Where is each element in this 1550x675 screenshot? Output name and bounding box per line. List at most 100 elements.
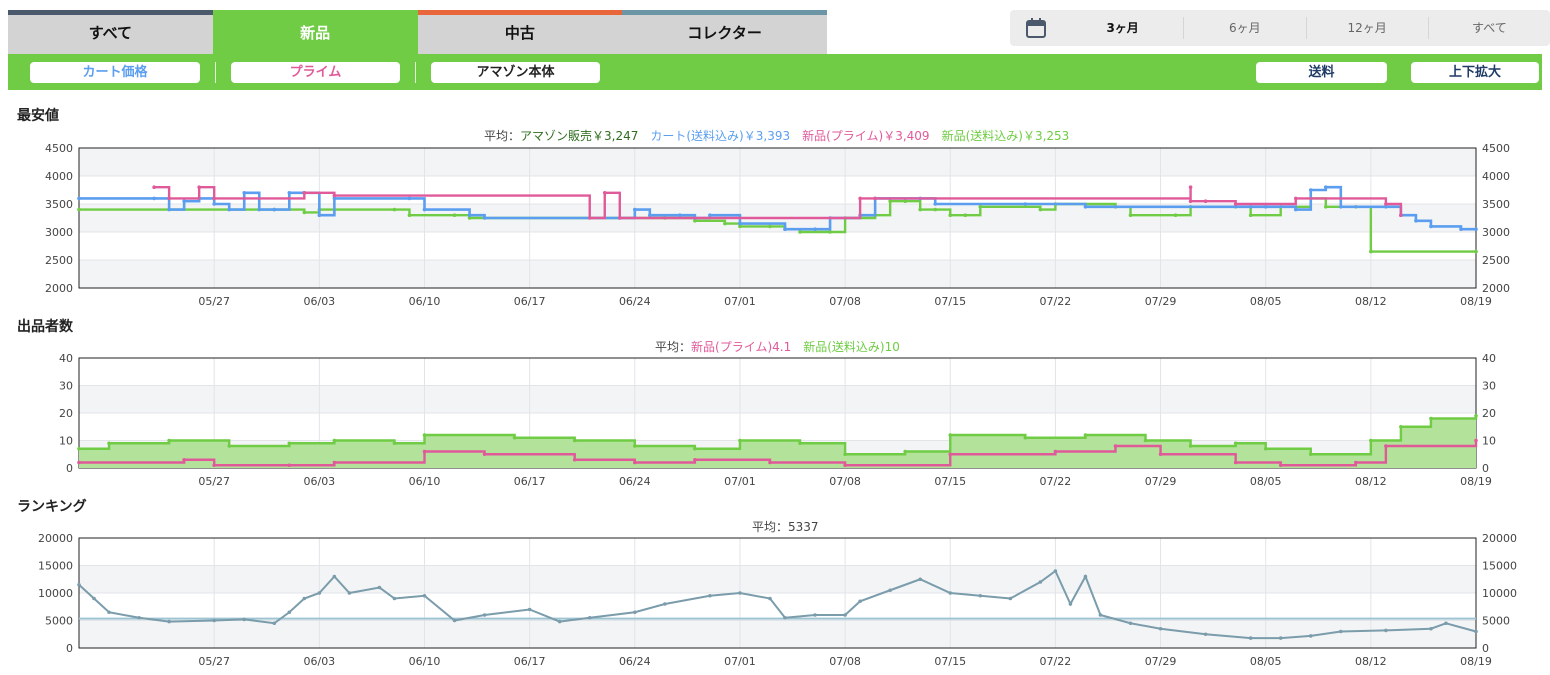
offers-section-title: 出品者数	[17, 319, 73, 335]
data-point-rank	[1083, 574, 1088, 579]
data-point-prime	[1384, 202, 1388, 206]
data-point-rank	[302, 596, 307, 601]
data-point-rank	[948, 591, 953, 595]
y-tick-label: 4000	[45, 170, 73, 183]
data-point-rank	[167, 619, 171, 624]
shipping-button[interactable]: 送料	[1256, 62, 1387, 83]
range-all[interactable]: すべて	[1427, 17, 1550, 39]
x-tick-label: 07/01	[724, 475, 756, 488]
tab-label: すべて	[88, 23, 133, 42]
tab-new[interactable]: 新品	[212, 10, 418, 54]
plot-frame	[78, 147, 1477, 289]
data-point-rank	[332, 574, 337, 579]
range-12-months[interactable]: 12ヶ月	[1305, 17, 1428, 39]
y-tick-label-right: 20000	[1482, 532, 1517, 545]
data-point-prime	[302, 191, 307, 195]
y-tick-label-right: 3000	[1482, 226, 1510, 239]
data-point-rank	[1158, 626, 1163, 631]
avg-new: 新品(送料込み)10	[803, 340, 900, 354]
data-point-cart	[828, 216, 832, 220]
y-tick-label-right: 2500	[1482, 254, 1510, 267]
prime-button[interactable]: プライム	[231, 62, 400, 83]
avg-prime: 新品(プライム)￥3,409	[802, 129, 930, 143]
data-point-prime	[1233, 460, 1238, 465]
x-tick-label: 07/15	[934, 475, 966, 488]
series-line-prime	[154, 186, 1403, 220]
condition-tabs: すべて 新品 中古 コレクター	[8, 10, 827, 54]
data-point-new	[918, 207, 923, 212]
price-average-legend: 平均：アマゾン販売￥3,247 カート(送料込み)￥3,393 新品(プライム)￥3…	[484, 127, 1069, 144]
avg-amazon: アマゾン販売￥3,247	[520, 129, 639, 143]
data-point-rank	[1128, 621, 1133, 626]
data-point-new	[843, 452, 847, 457]
grid-band	[79, 204, 1476, 232]
data-point-prime	[1293, 196, 1298, 201]
x-tick-label: 07/29	[1145, 655, 1177, 668]
data-point-cart	[227, 207, 232, 212]
tab-all[interactable]: すべて	[8, 10, 213, 54]
y-tick-label: 3000	[45, 226, 73, 239]
y-tick-label: 4500	[45, 142, 73, 155]
data-point-prime	[1233, 202, 1238, 206]
x-tick-label: 06/17	[514, 475, 546, 488]
data-point-cart	[708, 213, 712, 217]
calendar-icon[interactable]	[1010, 10, 1062, 46]
series-line-rank	[78, 569, 1477, 640]
x-tick-label: 08/12	[1355, 295, 1387, 308]
data-point-cart	[738, 221, 742, 226]
tab-label: 中古	[504, 23, 535, 42]
data-point-rank	[347, 591, 352, 595]
data-point-new	[1023, 435, 1028, 440]
data-point-new	[1354, 205, 1358, 209]
range-6-months[interactable]: 6ヶ月	[1183, 17, 1305, 39]
cart-price-button[interactable]: カート価格	[30, 62, 200, 83]
range-3-months[interactable]: 3ヶ月	[1106, 21, 1139, 35]
zoom-button[interactable]: 上下拡大	[1411, 62, 1539, 83]
data-point-new	[1399, 424, 1403, 429]
data-point-cart	[482, 216, 487, 220]
data-point-cart	[1339, 205, 1343, 209]
tab-collector[interactable]: コレクター	[622, 10, 827, 54]
data-point-cart	[632, 207, 637, 212]
data-point-rank	[1068, 602, 1073, 606]
data-point-cart	[407, 196, 412, 201]
data-point-prime	[858, 196, 862, 201]
data-point-prime	[332, 193, 337, 198]
data-point-rank	[1053, 569, 1058, 573]
x-tick-label: 08/05	[1250, 295, 1282, 308]
data-point-cart	[272, 207, 277, 212]
data-point-rank	[377, 585, 382, 590]
data-point-rank	[557, 619, 562, 624]
data-point-rank	[452, 618, 457, 623]
data-point-rank	[632, 610, 637, 615]
x-tick-label: 08/19	[1460, 655, 1492, 668]
data-point-prime	[1113, 444, 1118, 448]
data-point-new	[1188, 205, 1193, 209]
data-point-rank	[107, 610, 111, 615]
data-point-prime	[422, 449, 427, 454]
data-point-rank	[422, 593, 427, 598]
grid-band	[79, 260, 1476, 288]
data-point-rank	[1098, 613, 1103, 617]
data-point-rank	[918, 577, 923, 582]
data-point-new	[167, 438, 171, 443]
data-point-rank	[137, 615, 141, 620]
data-point-new	[933, 207, 938, 212]
data-point-new	[1369, 438, 1373, 443]
data-point-prime	[1053, 449, 1058, 454]
data-point-cart	[167, 207, 171, 212]
filter-bar: カート価格 プライム アマゾン本体 送料 上下拡大	[8, 54, 1542, 90]
data-point-cart	[873, 196, 877, 201]
tab-used[interactable]: 中古	[417, 10, 623, 54]
y-tick-label-right: 4000	[1482, 170, 1510, 183]
data-point-rank	[738, 591, 742, 595]
data-point-new	[798, 441, 802, 446]
avg-prime: 新品(プライム)4.1	[691, 340, 792, 354]
y-tick-label-right: 10	[1482, 435, 1496, 448]
data-point-new	[738, 438, 742, 443]
y-tick-label-right: 4500	[1482, 142, 1510, 155]
amazon-button[interactable]: アマゾン本体	[431, 62, 600, 83]
data-point-new	[287, 441, 292, 446]
data-point-cart	[1323, 185, 1328, 189]
x-tick-label: 07/08	[829, 475, 861, 488]
